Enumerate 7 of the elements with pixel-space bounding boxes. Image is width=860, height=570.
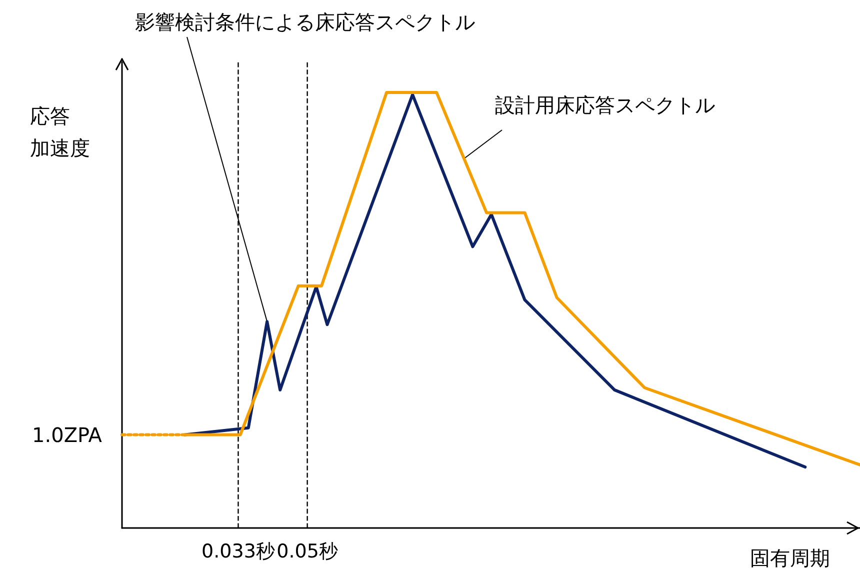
x-tick-label: 0.033秒 (202, 540, 275, 562)
x-tick-label: 0.05秒 (276, 540, 338, 562)
text: 設計用床応答スペクトル (495, 93, 715, 117)
y-axis-title: 応答加速度 (30, 104, 90, 160)
text: 1.0ZPA (32, 422, 102, 447)
text: 影響検討条件による床応答スペクトル (135, 10, 475, 34)
x-axis-title: 固有周期 (750, 546, 830, 570)
